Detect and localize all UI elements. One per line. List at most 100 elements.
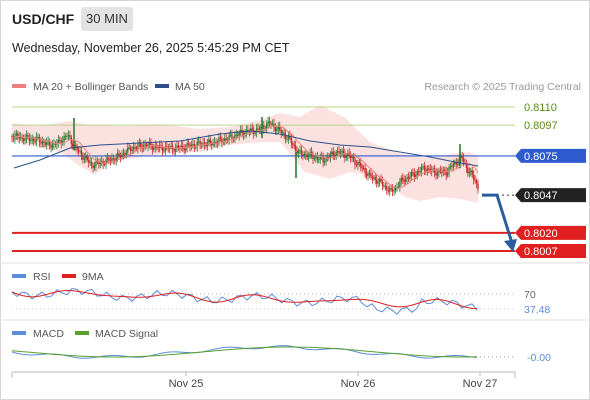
candle-body	[85, 156, 87, 158]
candle-body	[125, 152, 128, 155]
candle-body	[273, 123, 275, 128]
candle-body	[70, 137, 73, 144]
candle-body	[402, 177, 404, 181]
candle-body	[231, 134, 233, 139]
candle-body	[164, 146, 167, 151]
candle-body	[284, 134, 287, 140]
candle-body	[381, 181, 384, 186]
candle-body	[266, 123, 268, 129]
ma50-legend-swatch	[155, 84, 169, 88]
candle-body	[161, 146, 164, 151]
candle-body	[115, 157, 117, 162]
candle-body	[255, 128, 258, 133]
candle-body	[131, 149, 133, 151]
candle-body	[196, 141, 198, 147]
candle-body	[294, 145, 297, 151]
candle-body	[106, 157, 109, 160]
candle-body	[287, 135, 290, 139]
level-label-0.8075: 0.8075	[524, 151, 558, 163]
candle-body	[182, 145, 184, 148]
candle-body	[409, 176, 411, 179]
candle-body	[51, 144, 54, 148]
candle-body	[322, 157, 324, 163]
candle-body	[276, 128, 278, 132]
candle-body	[328, 157, 330, 159]
candle-body	[477, 183, 479, 190]
candle-body	[349, 155, 352, 159]
candle-body	[387, 190, 389, 192]
candle-body	[43, 141, 45, 143]
candle-body	[189, 144, 191, 147]
candle-body	[441, 171, 443, 173]
candle-body	[400, 177, 402, 182]
ma50-legend-label: MA 50	[175, 81, 205, 93]
candle-body	[403, 180, 405, 182]
candle-body	[351, 156, 353, 159]
datetime-label: Wednesday, November 26, 2025 5:45:29 PM …	[12, 41, 290, 55]
candle-body	[457, 164, 459, 166]
candle-body	[451, 166, 453, 168]
candle-body	[44, 142, 46, 145]
candle-body	[83, 157, 86, 160]
candle-body	[352, 156, 355, 159]
candle-body	[303, 153, 306, 156]
ma50-line	[13, 130, 479, 169]
candle-body	[386, 186, 388, 191]
candle-body	[472, 175, 475, 180]
candle-body	[394, 186, 397, 191]
candle-body	[22, 137, 25, 141]
candle-body	[59, 139, 61, 141]
timeframe-button[interactable]: 30 MIN	[81, 7, 133, 31]
ma20-legend-label: MA 20 + Bollinger Bands	[33, 81, 148, 93]
candle-body	[74, 144, 77, 147]
candle-body	[454, 162, 456, 164]
candle-body	[18, 136, 20, 139]
candle-body	[118, 153, 120, 156]
candle-body	[462, 158, 465, 162]
macd-signal-line	[11, 346, 478, 358]
candle-body	[250, 128, 252, 132]
candle-body	[24, 138, 26, 141]
ma20-line	[11, 125, 479, 189]
candle-body	[435, 172, 437, 176]
candle-body	[467, 167, 469, 174]
level-label-0.8007: 0.8007	[524, 246, 558, 258]
candle-body	[48, 140, 51, 146]
candle-body	[234, 135, 236, 139]
candle-body	[270, 123, 272, 125]
candle-body	[138, 143, 141, 145]
candle-body	[426, 168, 429, 172]
rsi-ma-legend-swatch	[62, 274, 76, 278]
level-label-0.8097: 0.8097	[524, 120, 558, 132]
candle-body	[140, 143, 142, 148]
candle-body	[306, 154, 308, 158]
candle-body	[305, 153, 307, 155]
candle-body	[358, 162, 361, 164]
candle-body	[33, 138, 35, 142]
candle-body	[60, 140, 62, 144]
candle-body	[93, 166, 96, 168]
candle-body	[302, 154, 304, 156]
candle-body	[319, 155, 321, 160]
candle-body	[229, 134, 232, 136]
candle-body	[31, 138, 33, 140]
candle-body	[150, 142, 152, 146]
candle-body	[470, 170, 472, 172]
candle-body	[323, 161, 326, 163]
candle-body	[69, 135, 71, 138]
candle-body	[344, 153, 346, 158]
candle-body	[248, 131, 251, 133]
candle-body	[413, 173, 416, 177]
candle-body	[296, 150, 298, 154]
bollinger-band	[12, 105, 478, 203]
candle-body	[184, 147, 187, 151]
candle-body	[226, 139, 229, 141]
forecast-arrow-line	[482, 193, 514, 244]
candle-body	[260, 126, 262, 130]
candle-body	[452, 163, 455, 168]
candle-body	[186, 143, 188, 148]
macd-legend-swatch	[12, 331, 26, 335]
candle-body	[235, 134, 238, 136]
candle-body	[239, 129, 242, 133]
candle-body	[137, 144, 139, 149]
